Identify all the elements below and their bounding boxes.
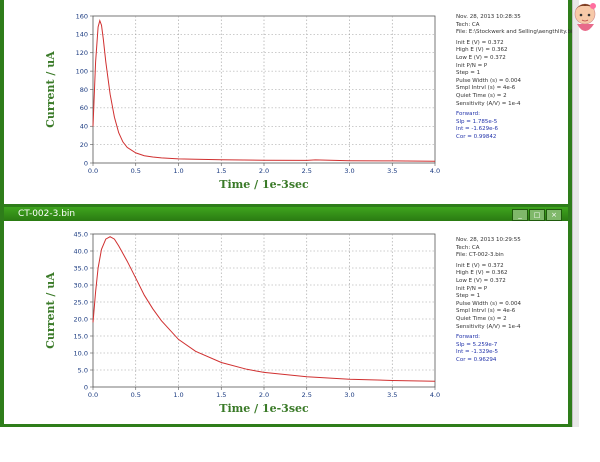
x-tick-label: 0.5 <box>131 391 141 399</box>
x-tick-label: 3.5 <box>387 167 397 175</box>
info-param: Low E (V) = 0.372 <box>456 54 506 61</box>
info-param: Sensitivity (A/V) = 1e-4 <box>456 100 521 107</box>
info-param: High E (V) = 0.362 <box>456 270 508 277</box>
window-titlebar[interactable]: CT-002-3.bin _ □ × <box>4 207 568 221</box>
y-tick-label: 60 <box>80 104 88 112</box>
y-tick-label: 40.0 <box>74 247 88 255</box>
y-tick-label: 0 <box>84 383 88 391</box>
x-tick-label: 1.0 <box>173 391 183 399</box>
y-tick-label: 140 <box>76 31 88 39</box>
y-tick-label: 100 <box>76 67 88 75</box>
info-forward-label: Forward: <box>456 111 480 118</box>
x-tick-label: 0.0 <box>88 391 98 399</box>
info-date: Nov. 28, 2013 10:29:55 <box>456 237 521 243</box>
mascot-character-icon <box>574 3 596 31</box>
x-tick-label: 1.0 <box>173 167 183 175</box>
x-tick-label: 4.0 <box>430 391 440 399</box>
chart-plot-top: 0.0 0.5 1.0 1.5 2.0 2.5 3.0 3.5 4.0 0 20 40 60 80 100 1… <box>44 12 440 191</box>
info-param: Smpl Intrvl (s) = 4e-6 <box>456 85 516 92</box>
info-fit: Cor = 0.96294 <box>456 356 497 363</box>
info-param: Low E (V) = 0.372 <box>456 277 506 284</box>
x-tick-label: 0.5 <box>131 167 141 175</box>
info-param: Step = 1 <box>456 70 481 77</box>
y-tick-label: 25.0 <box>74 298 88 306</box>
info-param: Init E (V) = 0.372 <box>456 39 504 46</box>
y-axis-label: Current / uA <box>44 51 57 128</box>
info-param: Sensitivity (A/V) = 1e-4 <box>456 323 521 330</box>
info-panel-top: Nov. 28, 2013 10:28:35 Tech: CA File: E:… <box>456 14 576 142</box>
info-fit: Int = -1.629e-6 <box>456 126 498 133</box>
info-param: Step = 1 <box>456 293 481 300</box>
minimize-button[interactable]: _ <box>512 209 528 221</box>
x-tick-label: 2.5 <box>302 391 312 399</box>
close-button[interactable]: × <box>546 209 562 221</box>
vertical-scrollbar[interactable] <box>572 0 579 427</box>
chart-window-top[interactable]: 0.0 0.5 1.0 1.5 2.0 2.5 3.0 3.5 4.0 0 20 40 60 80 100 1… <box>0 0 576 207</box>
y-tick-label: 15.0 <box>74 332 88 340</box>
y-tick-label: 10.0 <box>74 349 88 357</box>
x-tick-label: 2.0 <box>259 167 269 175</box>
y-tick-label: 5.0 <box>78 366 88 374</box>
x-tick-label: 0.0 <box>88 167 98 175</box>
x-tick-label: 3.0 <box>344 167 354 175</box>
info-date: Nov. 28, 2013 10:28:35 <box>456 14 521 20</box>
y-tick-label: 20.0 <box>74 315 88 323</box>
info-tech: Tech: CA <box>456 244 480 251</box>
y-tick-label: 40 <box>80 123 88 131</box>
y-tick-label: 45.0 <box>74 230 88 238</box>
series-line <box>92 18 436 162</box>
chart-plot-bottom: 0.0 0.5 1.0 1.5 2.0 2.5 3.0 3.5 4.0 0 5.0 10.0 15.0 2… <box>44 230 440 415</box>
info-fit: Slp = 1.785e-5 <box>456 118 498 125</box>
window-title: CT-002-3.bin <box>18 209 76 219</box>
info-param: Init P/N = P <box>456 62 488 69</box>
chart-window-bottom[interactable]: CT-002-3.bin _ □ × 0.0 0.5 1.0 1.5 2.0 2.5 3.0… <box>0 207 572 427</box>
y-tick-label: 35.0 <box>74 264 88 272</box>
y-tick-label: 30.0 <box>74 281 88 289</box>
info-panel-bottom: Nov. 28, 2013 10:29:55 Tech: CA File: CT… <box>456 237 521 365</box>
info-file: File: E:\Stockwerk and Selling\aengthlit… <box>456 29 576 36</box>
y-axis-label: Current / uA <box>44 272 57 349</box>
y-tick-label: 80 <box>80 86 88 94</box>
info-param: Init E (V) = 0.372 <box>456 262 504 269</box>
info-param: Quiet Time (s) = 2 <box>456 92 507 99</box>
info-param: Pulse Width (s) = 0.004 <box>456 77 521 84</box>
y-tick-label: 160 <box>76 12 88 20</box>
x-tick-label: 4.0 <box>430 167 440 175</box>
info-fit: Cor = 0.99842 <box>456 133 497 140</box>
y-tick-label: 20 <box>80 141 88 149</box>
x-tick-label: 1.5 <box>216 391 226 399</box>
x-tick-label: 2.5 <box>302 167 312 175</box>
x-axis-label: Time / 1e-3sec <box>219 402 309 415</box>
maximize-button[interactable]: □ <box>529 209 545 221</box>
series-line <box>92 236 436 382</box>
info-fit: Slp = 5.259e-7 <box>456 341 498 348</box>
info-param: High E (V) = 0.362 <box>456 47 508 54</box>
info-param: Init P/N = P <box>456 285 488 292</box>
y-tick-label: 120 <box>76 49 88 57</box>
info-tech: Tech: CA <box>456 21 480 28</box>
info-file: File: CT-002-3.bin <box>456 252 504 259</box>
x-axis-label: Time / 1e-3sec <box>219 178 309 191</box>
x-tick-label: 3.5 <box>387 391 397 399</box>
info-forward-label: Forward: <box>456 334 480 341</box>
info-param: Pulse Width (s) = 0.004 <box>456 300 521 307</box>
y-tick-label: 0 <box>84 159 88 167</box>
window-controls: _ □ × <box>512 209 562 221</box>
x-tick-label: 2.0 <box>259 391 269 399</box>
info-param: Quiet Time (s) = 2 <box>456 315 507 322</box>
x-tick-label: 1.5 <box>216 167 226 175</box>
x-tick-label: 3.0 <box>344 391 354 399</box>
info-param: Smpl Intrvl (s) = 4e-6 <box>456 308 516 315</box>
info-fit: Int = -1.329e-5 <box>456 349 498 356</box>
